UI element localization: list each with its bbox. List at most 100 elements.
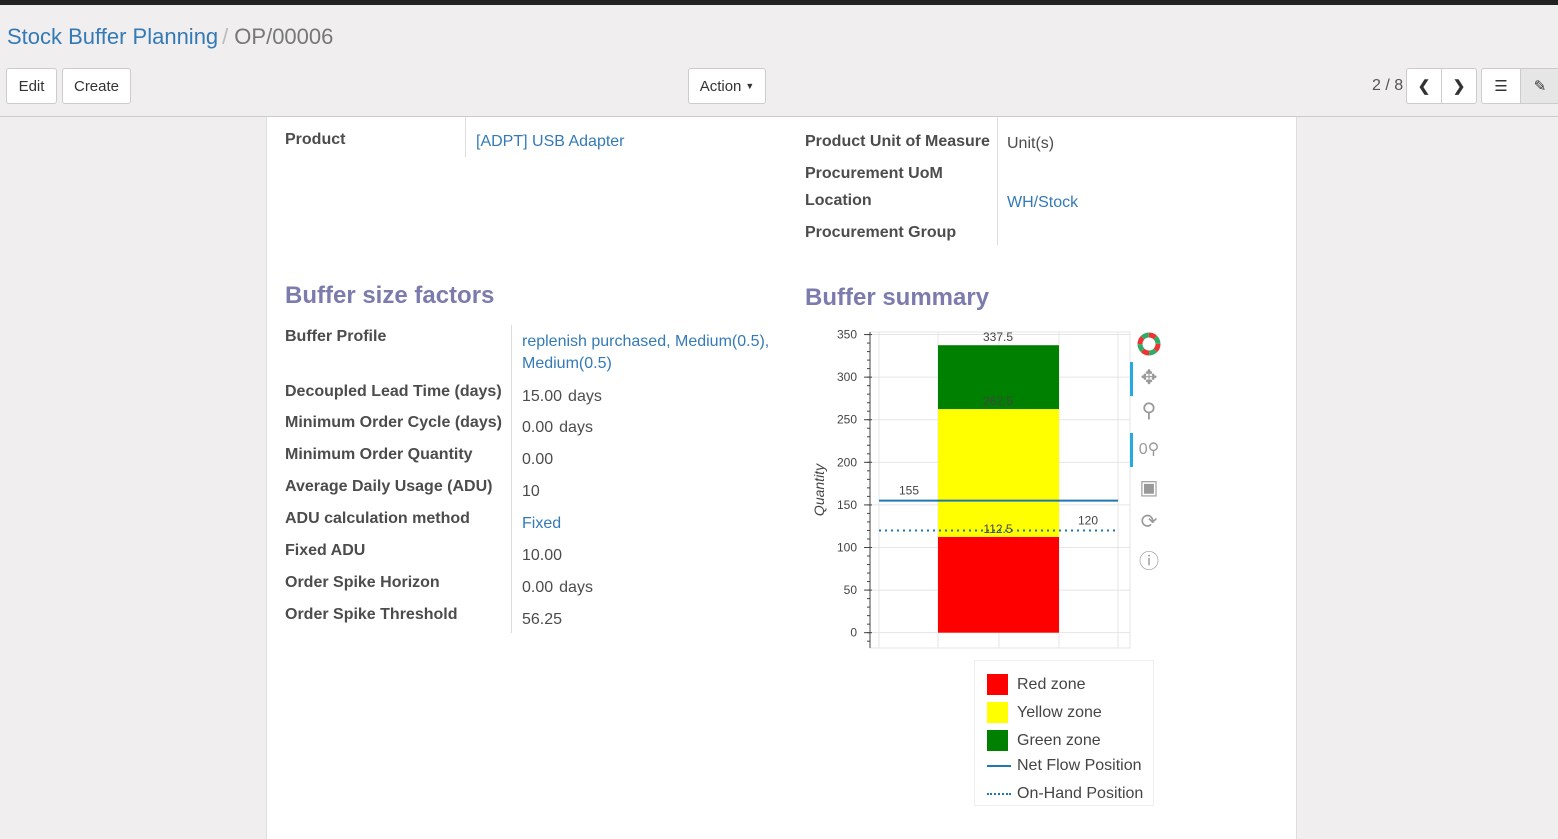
divider [997,117,998,245]
active-tool-indicator [1130,433,1133,467]
legend-label: Green zone [1017,731,1101,749]
factor-value[interactable]: 0.00 [522,449,782,471]
buffer-chart: 0 50 100 150 200 250 300 350 Quantity 112.5 262.5 3… [811,328,1131,649]
buffer-factors-title: Buffer size factors [285,282,495,309]
factor-label: Average Daily Usage (ADU) [285,478,493,495]
y-tick-label: 50 [844,583,858,597]
factor-value-text: 0.00 [522,579,554,596]
y-tick-label: 350 [837,328,857,342]
chart-legend: Red zone Yellow zone Green zone Net Flow… [974,660,1154,806]
divider [465,117,466,157]
legend-swatch [987,765,1011,767]
y-tick-label: 300 [837,370,857,384]
location-label: Location [805,192,872,209]
factor-value-text: 10.00 [522,547,563,564]
legend-swatch [987,702,1008,723]
pan-icon[interactable]: ✥ [1140,366,1158,389]
caret-down-icon: ▼ [745,81,755,91]
bar-green-zone [938,345,1059,410]
legend-item-on-hand: On-Hand Position [987,785,1143,803]
factor-unit: days [568,388,602,405]
breadcrumb-parent[interactable]: Stock Buffer Planning [7,24,219,49]
edit-button[interactable]: Edit [6,68,57,104]
uom-field[interactable]: Unit(s) [1007,135,1055,152]
breadcrumb-current: OP/00006 [234,24,334,49]
factor-value-text: 56.25 [522,611,563,628]
factor-label: Order Spike Threshold [285,606,458,623]
factor-value[interactable]: 56.25 [522,609,782,631]
y-tick-label: 150 [837,498,857,512]
factor-label: Minimum Order Cycle (days) [285,414,502,431]
active-tool-indicator [1130,362,1133,396]
factor-value-text: Medium(0.5) [522,355,612,372]
bar-data-label: 337.5 [983,330,1013,344]
factor-value-text: 0.00 [522,419,554,436]
wheel-zoom-icon[interactable]: 0⚲ [1138,441,1160,458]
procurement-uom-label: Procurement UoM [805,165,943,182]
legend-swatch [987,674,1008,695]
control-panel: Stock Buffer Planning / OP/00006 Edit Crea… [0,5,1558,117]
buffer-summary-title: Buffer summary [805,284,990,311]
factor-value-text: 15.00 [522,388,563,405]
legend-label: On-Hand Position [1017,785,1144,802]
factor-label: ADU calculation method [285,510,470,527]
legend-label: Red zone [1017,675,1086,693]
factor-value-text: 0.00 [522,451,554,468]
line-data-label: 120 [1078,513,1098,527]
product-field[interactable]: [ADPT] USB Adapter [476,133,625,150]
legend-item-red: Red zone [987,674,1086,695]
breadcrumb-separator: / [222,24,229,49]
legend-swatch [987,793,1011,795]
legend-item-yellow: Yellow zone [987,702,1102,723]
y-axis-label: Quantity [811,463,827,516]
location-field[interactable]: WH/Stock [1007,194,1079,211]
action-button[interactable]: Action ▼ [688,68,766,104]
help-icon[interactable]: ⓘ [1139,550,1159,573]
divider [511,325,512,633]
factor-value[interactable]: Fixed [522,513,782,535]
legend-swatch [987,730,1008,751]
factor-value[interactable]: 10.00 [522,545,782,567]
bar-red-zone [938,536,1059,633]
reset-icon[interactable]: ⟳ [1140,510,1158,533]
legend-label: Net Flow Position [1017,757,1142,774]
bar-data-label: 112.5 [983,522,1012,536]
factor-value[interactable]: 15.00 days [522,386,782,408]
bar-data-label: 262.5 [983,394,1013,408]
y-tick-label: 100 [837,540,857,554]
pager-next-button[interactable]: ❯ [1441,68,1477,104]
action-label: Action [699,77,742,95]
uom-label: Product Unit of Measure [805,133,990,150]
chevron-left-icon: ❮ [1417,78,1431,95]
pager-previous-button[interactable]: ❮ [1406,68,1442,104]
y-tick-label: 0 [850,626,857,640]
factor-value-text: replenish purchased, Medium(0.5), [522,333,770,350]
y-tick-label: 200 [837,455,857,469]
edit-icon: ✎ [1533,78,1547,95]
form-view-button[interactable]: ✎ [1520,68,1558,104]
create-button[interactable]: Create [62,68,131,104]
factor-label: Fixed ADU [285,542,366,559]
box-zoom-icon[interactable]: ⚲ [1141,399,1157,422]
legend-item-green: Green zone [987,730,1101,751]
factor-value[interactable]: 0.00 days [522,417,782,439]
legend-label: Yellow zone [1017,703,1102,721]
factor-value-text: Fixed [522,515,562,532]
factor-label: Decoupled Lead Time (days) [285,383,502,400]
procurement-group-label: Procurement Group [805,224,957,241]
save-icon[interactable]: ▣ [1139,476,1159,499]
product-label: Product [285,131,346,148]
line-data-label: 155 [899,484,919,498]
bar-yellow-zone [938,409,1059,537]
factor-value[interactable]: replenish purchased, Medium(0.5), Medium(… [522,331,782,375]
factor-label: Order Spike Horizon [285,574,440,591]
list-view-button[interactable]: ☰ [1481,68,1521,104]
y-tick-label: 250 [837,413,857,427]
legend-item-net-flow: Net Flow Position [987,757,1142,775]
factor-value[interactable]: 10 [522,481,782,503]
factor-value[interactable]: 0.00 days [522,577,782,599]
factor-value-text: 10 [522,483,540,500]
pager-value: 2 / 8 [1372,77,1404,94]
list-icon: ☰ [1494,78,1508,95]
bokeh-logo-icon[interactable] [1135,330,1163,358]
